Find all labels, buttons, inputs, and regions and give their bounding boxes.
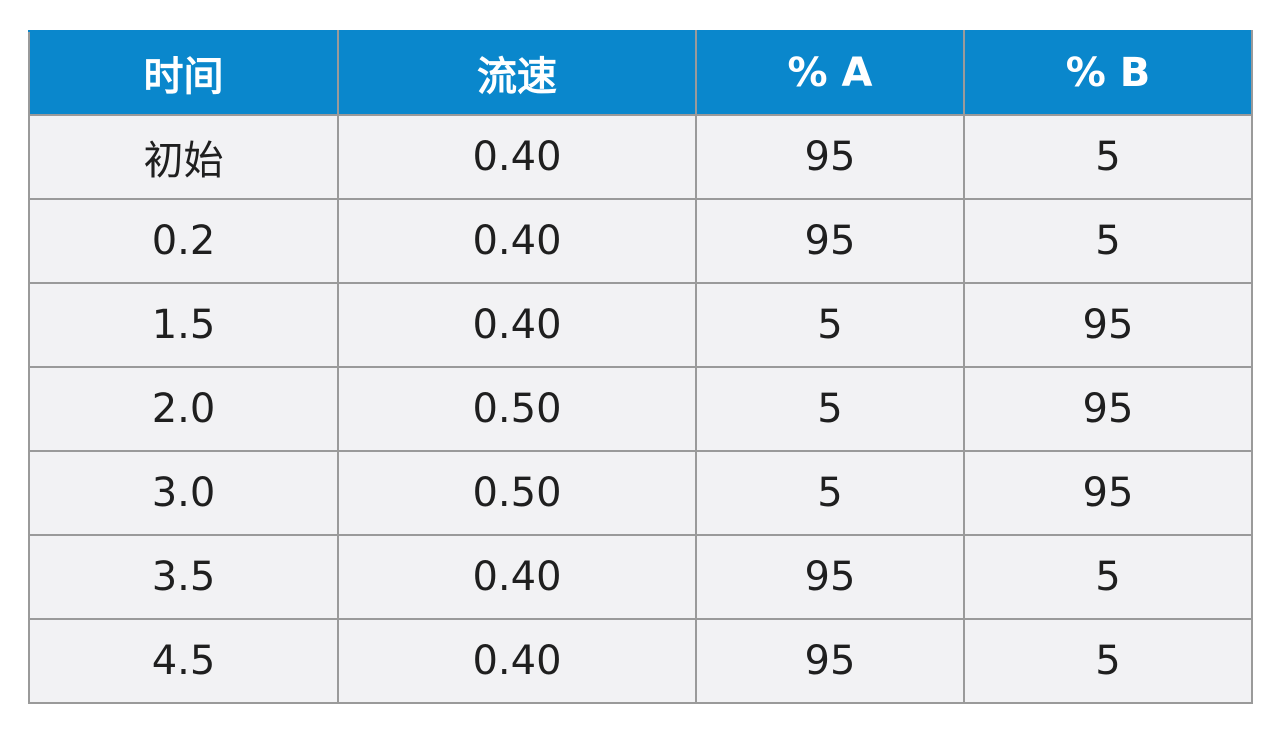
cell-flow-rate: 0.50 [337, 450, 697, 536]
cell-flow-rate: 0.40 [337, 282, 697, 368]
cell-percent-b: 5 [963, 198, 1253, 284]
table-header-row: 时间 流速 % A % B [28, 30, 1253, 116]
cell-time: 3.0 [28, 450, 339, 536]
cell-time: 3.5 [28, 534, 339, 620]
table-row: 1.5 0.40 5 95 [28, 282, 1253, 368]
cell-time: 0.2 [28, 198, 339, 284]
cell-flow-rate: 0.40 [337, 534, 697, 620]
cell-flow-rate: 0.40 [337, 618, 697, 704]
cell-percent-a: 5 [695, 366, 965, 452]
cell-percent-b: 5 [963, 534, 1253, 620]
cell-percent-b: 95 [963, 366, 1253, 452]
cell-percent-a: 95 [695, 618, 965, 704]
table-row: 3.5 0.40 95 5 [28, 534, 1253, 620]
cell-flow-rate: 0.50 [337, 366, 697, 452]
table-row: 4.5 0.40 95 5 [28, 618, 1253, 704]
table-row: 初始 0.40 95 5 [28, 114, 1253, 200]
cell-percent-a: 95 [695, 534, 965, 620]
cell-percent-b: 95 [963, 282, 1253, 368]
cell-time: 初始 [28, 114, 339, 200]
table-row: 2.0 0.50 5 95 [28, 366, 1253, 452]
gradient-table-container: 时间 流速 % A % B 初始 0.40 95 5 0.2 0.40 95 5… [28, 30, 1253, 704]
cell-time: 1.5 [28, 282, 339, 368]
cell-percent-a: 5 [695, 450, 965, 536]
header-time: 时间 [28, 30, 339, 116]
cell-flow-rate: 0.40 [337, 198, 697, 284]
cell-percent-b: 5 [963, 618, 1253, 704]
header-flow-rate: 流速 [337, 30, 697, 116]
gradient-table: 时间 流速 % A % B 初始 0.40 95 5 0.2 0.40 95 5… [28, 30, 1253, 704]
cell-time: 2.0 [28, 366, 339, 452]
table-row: 3.0 0.50 5 95 [28, 450, 1253, 536]
cell-percent-a: 95 [695, 114, 965, 200]
cell-time: 4.5 [28, 618, 339, 704]
cell-percent-b: 95 [963, 450, 1253, 536]
table-row: 0.2 0.40 95 5 [28, 198, 1253, 284]
cell-percent-b: 5 [963, 114, 1253, 200]
header-percent-b: % B [963, 30, 1253, 116]
cell-percent-a: 5 [695, 282, 965, 368]
cell-flow-rate: 0.40 [337, 114, 697, 200]
header-percent-a: % A [695, 30, 965, 116]
cell-percent-a: 95 [695, 198, 965, 284]
